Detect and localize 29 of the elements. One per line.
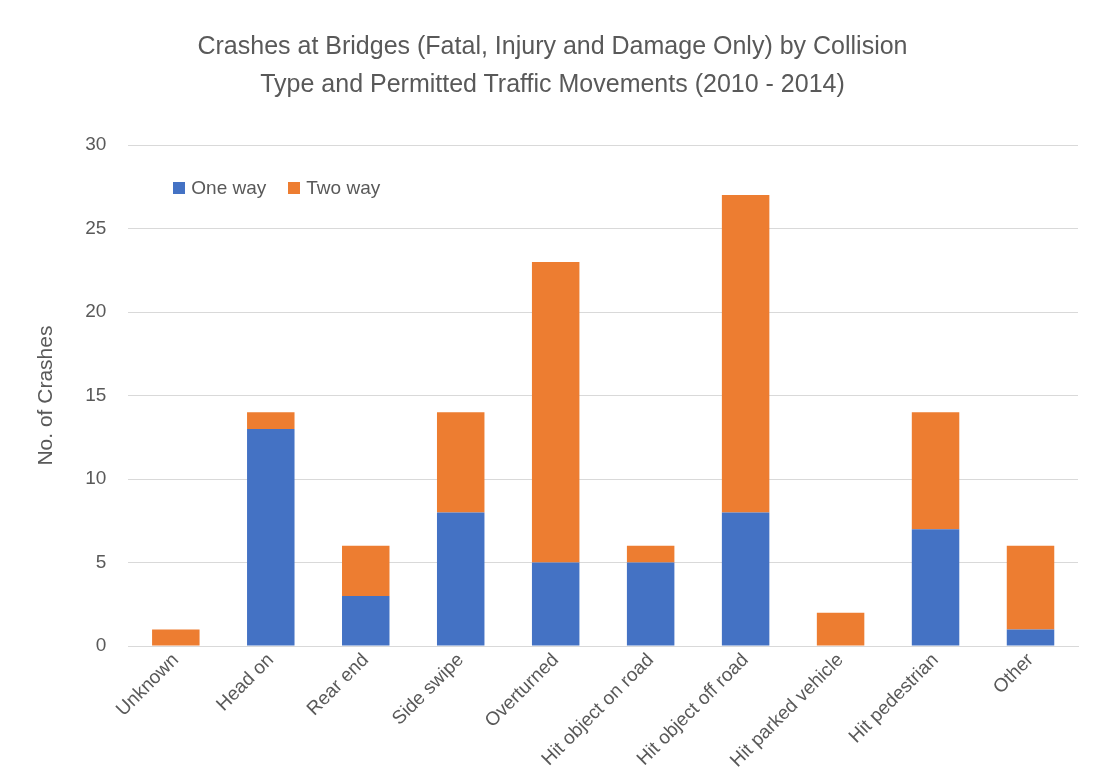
bar <box>721 195 770 513</box>
bar <box>911 529 960 646</box>
chart-title: Crashes at Bridges (Fatal, Injury and Damage Only) by Collision Type and Permitted Traffic Movements (2010 - 2014) <box>196 30 909 99</box>
bar <box>531 562 580 646</box>
bar <box>1006 545 1055 630</box>
bar <box>531 261 580 563</box>
bar <box>816 612 865 646</box>
y-tick-label: 10 <box>85 467 107 489</box>
y-tick-label: 0 <box>95 634 107 656</box>
y-tick-label: 5 <box>95 550 107 572</box>
y-tick-label: 25 <box>85 216 107 238</box>
y-tick-label: 15 <box>85 383 107 405</box>
bar <box>247 428 295 646</box>
bar <box>342 595 390 646</box>
bar <box>152 629 200 646</box>
bar <box>626 545 675 563</box>
bar <box>911 412 960 530</box>
bar <box>342 545 390 596</box>
y-tick-label: 30 <box>85 133 107 155</box>
bar <box>721 512 770 646</box>
y-axis-title: No. of Crashes <box>33 325 57 466</box>
legend-label: One way <box>191 177 267 199</box>
bar <box>436 412 485 513</box>
bar <box>626 562 675 646</box>
legend-label: Two way <box>306 177 381 199</box>
y-tick-label: 20 <box>85 300 107 322</box>
bar <box>436 512 485 646</box>
bar <box>1006 629 1055 646</box>
bar <box>247 412 295 429</box>
